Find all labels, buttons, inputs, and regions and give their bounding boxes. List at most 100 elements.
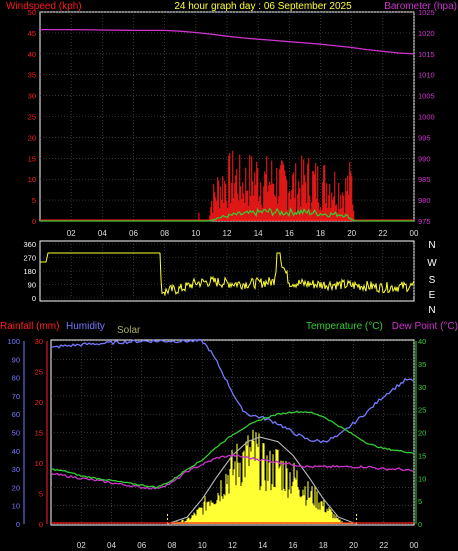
solar-series (171, 429, 354, 524)
windspeed-tick-label: 30 (28, 92, 36, 101)
windspeed-tick-label: 5 (32, 196, 36, 205)
x-tick-label: 06 (129, 229, 138, 238)
x-tick-label: 12 (228, 541, 237, 550)
x-tick-label: 16 (289, 541, 298, 550)
humidity-tick-label: 80 (12, 374, 20, 383)
x-tick-label: 16 (285, 229, 294, 238)
rainfall-tick-label: 20 (35, 398, 43, 407)
windspeed-tick-label: 45 (28, 29, 36, 38)
x-tick-label: 18 (316, 229, 325, 238)
rain-humidity-temp-panel: 0 10 20 30 40 50 60 70 80 90 100 0 5 10 15 20 25 30 0 5 10… (7, 337, 426, 550)
humidity-tick-label: 20 (12, 483, 20, 492)
direction-tick-label: 90 (28, 281, 36, 290)
temperature-tick-label: 15 (418, 451, 426, 460)
windspeed-axis-ticks: 0 5 10 15 20 25 30 35 40 45 50 (28, 8, 36, 226)
direction-letter: N (428, 305, 435, 316)
windspeed-tick-label: 40 (28, 50, 36, 59)
x-tick-label: 08 (168, 541, 177, 550)
temperature-line (50, 410, 414, 489)
barometer-label: Barometer (hpa) (384, 1, 457, 12)
temperature-label: Temperature (°C) (306, 321, 383, 332)
x-tick-label: 04 (98, 229, 107, 238)
barometer-tick-label: 995 (418, 133, 431, 142)
panel3-x-ticks: 02 04 06 08 10 12 14 16 18 20 22 00 (77, 541, 419, 550)
dew-point-label: Dew Point (°C) (392, 321, 458, 332)
barometer-tick-label: 1020 (418, 29, 435, 38)
humidity-tick-label: 90 (12, 355, 20, 364)
direction-tick-label: 180 (23, 267, 36, 276)
barometer-tick-label: 1005 (418, 92, 435, 101)
solar-label: Solar (117, 325, 141, 336)
humidity-tick-label: 30 (12, 465, 20, 474)
barometer-tick-label: 975 (418, 217, 431, 226)
x-tick-label: 00 (410, 229, 419, 238)
graph-title: 24 hour graph day : 06 September 2025 (174, 1, 352, 12)
x-tick-label: 00 (410, 541, 419, 550)
humidity-tick-label: 50 (12, 429, 20, 438)
wind-gust-line (40, 207, 414, 222)
temperature-tick-label: 40 (418, 337, 426, 346)
x-tick-label: 18 (319, 541, 328, 550)
humidity-tick-label: 100 (7, 337, 20, 346)
x-tick-label: 10 (198, 541, 207, 550)
barometer-tick-label: 1015 (418, 50, 435, 59)
x-tick-label: 20 (349, 541, 358, 550)
barometer-tick-label: 1025 (418, 8, 435, 17)
x-tick-label: 08 (160, 229, 169, 238)
direction-tick-label: 270 (23, 254, 36, 263)
x-tick-label: 22 (378, 229, 387, 238)
humidity-line (50, 338, 414, 444)
humidity-axis-ticks: 0 10 20 30 40 50 60 70 80 90 100 (7, 337, 20, 529)
barometer-tick-label: 985 (418, 175, 431, 184)
temperature-tick-label: 25 (418, 406, 426, 415)
windspeed-tick-label: 15 (28, 154, 36, 163)
panel1-series (40, 28, 415, 222)
x-tick-label: 22 (379, 541, 388, 550)
barometer-axis-ticks: 975 980 985 990 995 1000 1005 1010 1015 1020 1025 (418, 8, 435, 226)
direction-tick-label: 360 (23, 240, 36, 249)
rainfall-label: Rainfall (mm) (0, 321, 59, 332)
x-tick-label: 02 (67, 229, 76, 238)
windspeed-label: Windspeed (kph) (6, 1, 82, 12)
temperature-tick-label: 5 (418, 497, 422, 506)
temperature-tick-label: 20 (418, 429, 426, 438)
rainfall-tick-label: 25 (35, 368, 43, 377)
panel2-series (40, 252, 415, 297)
direction-tick-label: 0 (32, 294, 36, 303)
windspeed-tick-label: 25 (28, 113, 36, 122)
direction-letter: S (429, 275, 436, 286)
direction-letter: E (429, 290, 436, 301)
x-tick-label: 10 (191, 229, 200, 238)
rainfall-axis-ticks: 0 5 10 15 20 25 30 (35, 337, 43, 529)
rainfall-tick-label: 10 (35, 459, 43, 468)
x-tick-label: 04 (107, 541, 116, 550)
x-tick-label: 06 (137, 541, 146, 550)
windspeed-tick-label: 50 (28, 8, 36, 17)
wind-direction-line (40, 252, 415, 297)
barometer-tick-label: 990 (418, 154, 431, 163)
windspeed-tick-label: 20 (28, 133, 36, 142)
x-tick-label: 14 (254, 229, 263, 238)
temperature-tick-label: 0 (418, 520, 422, 529)
panel1-x-ticks: 02 04 06 08 10 12 14 16 18 20 22 00 (67, 229, 419, 238)
dew-point-line (50, 453, 414, 490)
rainfall-tick-label: 15 (35, 429, 43, 438)
x-tick-label: 02 (77, 541, 86, 550)
windspeed-tick-label: 0 (32, 217, 36, 226)
direction-letter: W (427, 258, 437, 269)
solar-max-curve (167, 436, 357, 525)
humidity-tick-label: 40 (12, 447, 20, 456)
humidity-tick-label: 70 (12, 392, 20, 401)
barometer-tick-label: 980 (418, 196, 431, 205)
panel2-grid (40, 243, 415, 299)
humidity-tick-label: 10 (12, 502, 20, 511)
direction-axis-ticks: 0 90 180 270 360 (23, 240, 36, 303)
rainfall-tick-label: 30 (35, 337, 43, 346)
temperature-tick-label: 35 (418, 360, 426, 369)
x-tick-label: 12 (223, 229, 232, 238)
x-tick-label: 20 (347, 229, 356, 238)
